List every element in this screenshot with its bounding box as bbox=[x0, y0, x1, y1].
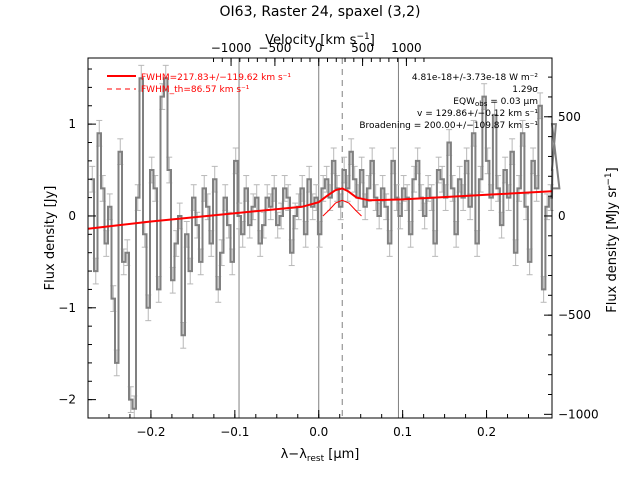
x-tick-label: 0.2 bbox=[477, 425, 496, 439]
top-axis-label: Velocity [km s−1] bbox=[265, 32, 375, 48]
right-tick-label: −500 bbox=[558, 308, 591, 322]
flux-histogram bbox=[89, 64, 561, 419]
annotation-velocity: v = 129.86+/−0.12 km s⁻¹ bbox=[417, 109, 538, 119]
x-tick-label: −0.1 bbox=[220, 425, 249, 439]
top-tick-label: −500 bbox=[258, 41, 291, 55]
chart-title: OI63, Raster 24, spaxel (3,2) bbox=[220, 4, 421, 20]
right-tick-label: 500 bbox=[558, 110, 581, 124]
y-axis-label-left: Flux density [Jy] bbox=[43, 186, 58, 291]
top-velocity-ticks: −1000 −500 0 500 1000 bbox=[211, 41, 425, 66]
plot-frame bbox=[87, 57, 553, 419]
right-tick-label: −1000 bbox=[558, 407, 599, 421]
annotation-flux: 4.81e-18+/-3.73e-18 W m⁻² bbox=[412, 73, 539, 83]
annotation-broadening: Broadening = 200.00+/−109.87 km s⁻¹ bbox=[359, 121, 538, 131]
legend-label-fwhm: FWHM=217.83+/−119.62 km s⁻¹ bbox=[141, 73, 291, 83]
gaussian-component bbox=[322, 199, 362, 217]
x-tick-label: −0.2 bbox=[136, 425, 165, 439]
x-axis-label: λ−λrest [μm] bbox=[281, 447, 360, 464]
legend: FWHM=217.83+/−119.62 km s⁻¹ FWHM_th=86.5… bbox=[107, 73, 291, 95]
right-ticks: −1000 −500 0 500 bbox=[544, 76, 599, 421]
y-tick-label: 0 bbox=[68, 209, 76, 223]
y-tick-label: −1 bbox=[58, 301, 76, 315]
x-tick-label: 0.0 bbox=[309, 425, 328, 439]
top-tick-label: 500 bbox=[351, 41, 374, 55]
x-tick-label: 0.1 bbox=[393, 425, 412, 439]
annotation-eqw: EQWobs = 0.03 μm bbox=[453, 97, 538, 108]
right-tick-label: 0 bbox=[558, 209, 566, 223]
top-tick-label: 1000 bbox=[391, 41, 422, 55]
flux-histogram-line bbox=[90, 77, 561, 410]
top-tick-label: 0 bbox=[315, 41, 323, 55]
y-tick-label: −2 bbox=[58, 393, 76, 407]
y-tick-label: 1 bbox=[68, 117, 76, 131]
bottom-ticks: −0.2 −0.1 0.0 0.1 0.2 bbox=[108, 410, 530, 439]
vertical-reference-lines bbox=[238, 58, 399, 418]
y-axis-label-right: Flux density [MJy sr−1] bbox=[604, 167, 620, 312]
fit-line bbox=[87, 187, 553, 230]
fit-curve bbox=[87, 187, 553, 230]
left-ticks: −2 −1 0 1 bbox=[58, 68, 96, 407]
top-tick-label: −1000 bbox=[211, 41, 252, 55]
fit-annotations: 4.81e-18+/-3.73e-18 W m⁻² 1.29σ EQWobs =… bbox=[359, 73, 538, 131]
annotation-significance: 1.29σ bbox=[512, 85, 538, 95]
legend-label-fwhm-th: FWHM_th=86.57 km s⁻¹ bbox=[141, 85, 250, 95]
